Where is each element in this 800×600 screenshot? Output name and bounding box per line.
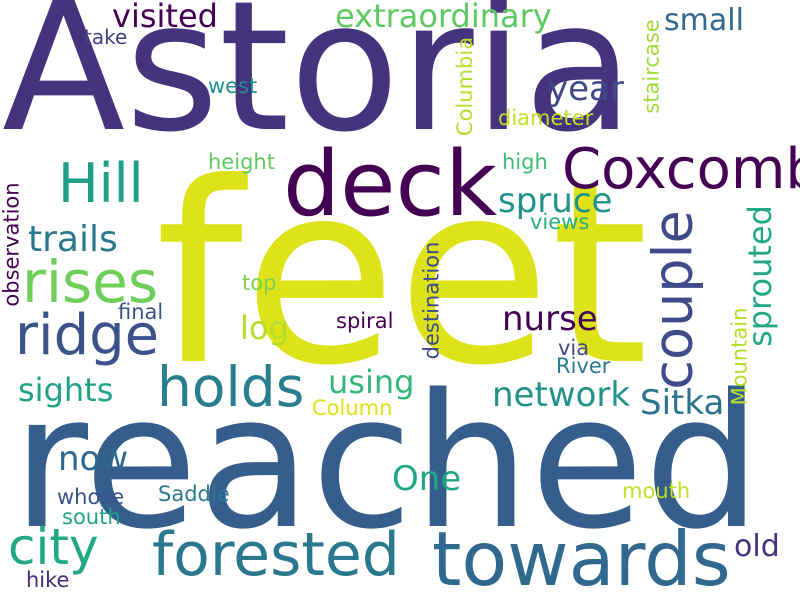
word-rises: rises — [22, 248, 159, 316]
word-spruce: spruce — [498, 181, 613, 221]
word-visited: visited — [112, 0, 218, 35]
word-forested: forested — [152, 520, 400, 590]
word-destination: destination — [419, 241, 444, 359]
word-hike: hike — [26, 568, 70, 592]
word-diameter: diameter — [498, 106, 594, 130]
word-west: west — [208, 74, 258, 98]
word-sights: sights — [18, 371, 114, 409]
word-south: south — [62, 505, 121, 529]
word-log: log — [240, 309, 289, 347]
word-city: city — [8, 518, 99, 576]
word-deck: deck — [283, 132, 498, 237]
word-river: River — [556, 354, 611, 378]
word-one: One — [392, 459, 462, 499]
word-extraordinary: extraordinary — [335, 0, 552, 35]
word-now: now — [58, 439, 129, 479]
word-high: high — [502, 150, 548, 174]
word-staircase: staircase — [639, 18, 664, 114]
word-network: network — [492, 375, 631, 415]
word-old: old — [734, 529, 780, 564]
word-saddle: Saddle — [158, 482, 230, 506]
word-trails: trails — [28, 219, 118, 260]
word-coxcomb: Coxcomb — [562, 137, 800, 202]
word-ridge: ridge — [15, 303, 160, 368]
word-sitka: Sitka — [640, 383, 725, 423]
word-column: Column — [312, 396, 393, 420]
word-towards: towards — [432, 515, 731, 600]
word-holds: holds — [157, 355, 305, 419]
word-whose: whose — [57, 485, 125, 509]
word-couple: couple — [642, 210, 705, 390]
word-height: height — [208, 150, 275, 174]
word-views: views — [530, 210, 590, 234]
word-take: take — [84, 25, 128, 49]
word-observation: observation — [0, 181, 24, 307]
word-hill: Hill — [58, 152, 144, 215]
word-top: top — [242, 271, 277, 295]
word-astoria: Astoria — [2, 0, 634, 172]
word-reached: reached — [12, 354, 762, 570]
word-spiral: spiral — [336, 309, 394, 333]
word-small: small — [664, 3, 744, 38]
word-using: using — [328, 363, 415, 401]
word-final: final — [118, 300, 164, 324]
word-columbia: Columbia — [453, 36, 478, 136]
word-feet: feet — [155, 129, 649, 420]
word-nurse: nurse — [502, 299, 598, 339]
word-year: year — [548, 69, 624, 109]
word-mountain: Mountain — [727, 307, 752, 405]
word-mouth: mouth — [622, 479, 691, 503]
word-via: via — [558, 336, 590, 360]
